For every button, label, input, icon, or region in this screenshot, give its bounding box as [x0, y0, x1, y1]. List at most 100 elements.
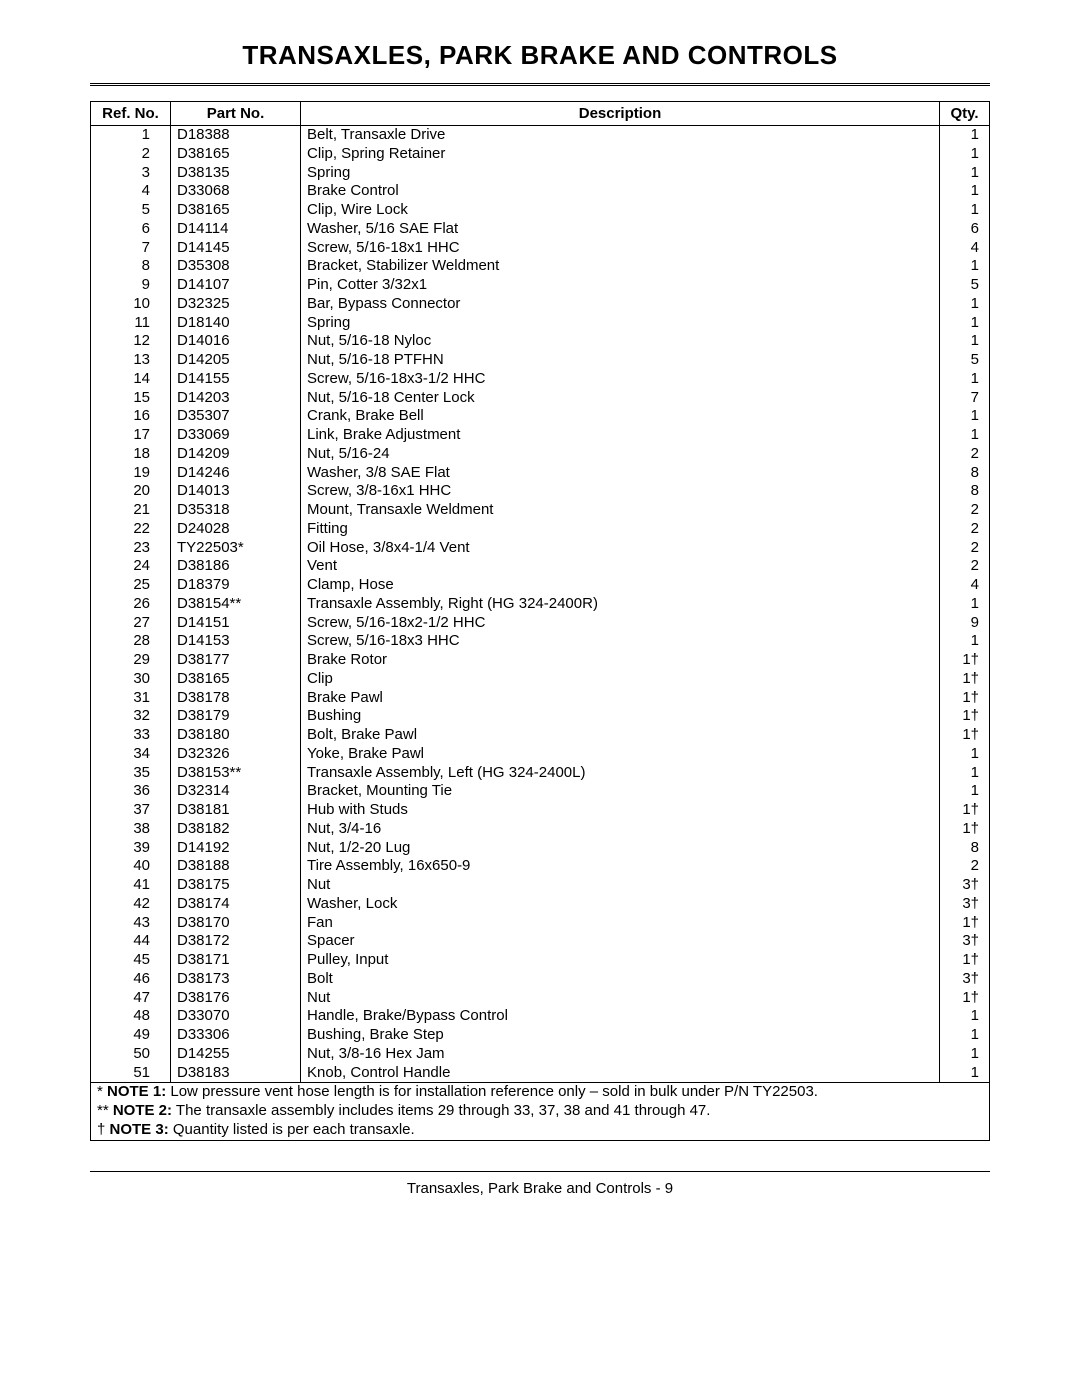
table-row: 35D38153**Transaxle Assembly, Left (HG 3…: [91, 764, 990, 783]
cell-part: D38188: [171, 857, 301, 876]
table-row: 22D24028Fitting2: [91, 520, 990, 539]
cell-desc: Screw, 3/8-16x1 HHC: [301, 482, 940, 501]
cell-ref: 28: [91, 632, 171, 651]
table-row: 17D33069Link, Brake Adjustment1: [91, 426, 990, 445]
cell-part: D14203: [171, 389, 301, 408]
note-2: ** NOTE 2: The transaxle assembly includ…: [97, 1102, 983, 1121]
cell-desc: Brake Rotor: [301, 651, 940, 670]
cell-desc: Bushing, Brake Step: [301, 1026, 940, 1045]
cell-part: D38174: [171, 895, 301, 914]
cell-part: D14205: [171, 351, 301, 370]
cell-ref: 46: [91, 970, 171, 989]
table-row: 28D14153Screw, 5/16-18x3 HHC1: [91, 632, 990, 651]
cell-desc: Bar, Bypass Connector: [301, 295, 940, 314]
table-row: 31D38178Brake Pawl1†: [91, 689, 990, 708]
cell-ref: 5: [91, 201, 171, 220]
table-row: 18D14209Nut, 5/16-242: [91, 445, 990, 464]
cell-desc: Nut, 5/16-24: [301, 445, 940, 464]
table-row: 13D14205Nut, 5/16-18 PTFHN5: [91, 351, 990, 370]
table-row: 49D33306Bushing, Brake Step1: [91, 1026, 990, 1045]
cell-qty: 3†: [940, 876, 990, 895]
table-row: 19D14246Washer, 3/8 SAE Flat8: [91, 464, 990, 483]
cell-qty: 1†: [940, 801, 990, 820]
cell-qty: 2: [940, 501, 990, 520]
cell-qty: 4: [940, 576, 990, 595]
cell-ref: 7: [91, 239, 171, 258]
table-row: 6D14114Washer, 5/16 SAE Flat6: [91, 220, 990, 239]
cell-qty: 9: [940, 614, 990, 633]
table-row: 15D14203Nut, 5/16-18 Center Lock7: [91, 389, 990, 408]
cell-qty: 1: [940, 126, 990, 145]
cell-desc: Nut: [301, 989, 940, 1008]
table-row: 42D38174Washer, Lock3†: [91, 895, 990, 914]
cell-part: D14145: [171, 239, 301, 258]
cell-desc: Washer, 3/8 SAE Flat: [301, 464, 940, 483]
cell-ref: 37: [91, 801, 171, 820]
cell-qty: 8: [940, 839, 990, 858]
cell-part: D38170: [171, 914, 301, 933]
cell-ref: 51: [91, 1064, 171, 1083]
cell-ref: 45: [91, 951, 171, 970]
cell-qty: 1: [940, 332, 990, 351]
cell-ref: 29: [91, 651, 171, 670]
cell-qty: 1: [940, 745, 990, 764]
cell-qty: 1: [940, 764, 990, 783]
cell-qty: 1†: [940, 670, 990, 689]
title-rule: [90, 83, 990, 87]
cell-desc: Pulley, Input: [301, 951, 940, 970]
table-row: 29D38177Brake Rotor1†: [91, 651, 990, 670]
cell-part: D38179: [171, 707, 301, 726]
cell-desc: Bolt, Brake Pawl: [301, 726, 940, 745]
cell-qty: 2: [940, 857, 990, 876]
cell-desc: Nut, 1/2-20 Lug: [301, 839, 940, 858]
table-row: 11D18140Spring1: [91, 314, 990, 333]
cell-part: D14114: [171, 220, 301, 239]
cell-part: D38173: [171, 970, 301, 989]
table-row: 32D38179Bushing1†: [91, 707, 990, 726]
table-row: 25D18379Clamp, Hose4: [91, 576, 990, 595]
cell-qty: 5: [940, 351, 990, 370]
cell-qty: 1: [940, 257, 990, 276]
cell-ref: 48: [91, 1007, 171, 1026]
cell-ref: 8: [91, 257, 171, 276]
cell-part: D33068: [171, 182, 301, 201]
cell-desc: Screw, 5/16-18x1 HHC: [301, 239, 940, 258]
cell-part: D38175: [171, 876, 301, 895]
cell-qty: 1: [940, 145, 990, 164]
cell-part: D18379: [171, 576, 301, 595]
cell-qty: 1: [940, 370, 990, 389]
table-row: 1D18388Belt, Transaxle Drive1: [91, 126, 990, 145]
table-row: 26D38154**Transaxle Assembly, Right (HG …: [91, 595, 990, 614]
cell-qty: 1†: [940, 689, 990, 708]
cell-part: D38177: [171, 651, 301, 670]
notes-cell: * NOTE 1: Low pressure vent hose length …: [91, 1083, 990, 1140]
cell-part: D32325: [171, 295, 301, 314]
page-title: TRANSAXLES, PARK BRAKE AND CONTROLS: [90, 40, 990, 71]
cell-qty: 1†: [940, 989, 990, 1008]
cell-part: D38176: [171, 989, 301, 1008]
cell-part: D35318: [171, 501, 301, 520]
cell-desc: Mount, Transaxle Weldment: [301, 501, 940, 520]
cell-part: D14255: [171, 1045, 301, 1064]
cell-desc: Handle, Brake/Bypass Control: [301, 1007, 940, 1026]
table-row: 48D33070Handle, Brake/Bypass Control1: [91, 1007, 990, 1026]
cell-desc: Link, Brake Adjustment: [301, 426, 940, 445]
cell-desc: Oil Hose, 3/8x4-1/4 Vent: [301, 539, 940, 558]
cell-desc: Washer, Lock: [301, 895, 940, 914]
cell-desc: Knob, Control Handle: [301, 1064, 940, 1083]
cell-part: D32326: [171, 745, 301, 764]
cell-ref: 38: [91, 820, 171, 839]
cell-part: D14151: [171, 614, 301, 633]
cell-ref: 1: [91, 126, 171, 145]
table-row: 39D14192Nut, 1/2-20 Lug8: [91, 839, 990, 858]
cell-qty: 2: [940, 539, 990, 558]
cell-desc: Nut, 3/4-16: [301, 820, 940, 839]
cell-ref: 3: [91, 164, 171, 183]
cell-desc: Nut, 5/16-18 Center Lock: [301, 389, 940, 408]
cell-ref: 21: [91, 501, 171, 520]
cell-ref: 43: [91, 914, 171, 933]
cell-ref: 50: [91, 1045, 171, 1064]
table-row: 4D33068Brake Control1: [91, 182, 990, 201]
cell-ref: 6: [91, 220, 171, 239]
cell-ref: 26: [91, 595, 171, 614]
